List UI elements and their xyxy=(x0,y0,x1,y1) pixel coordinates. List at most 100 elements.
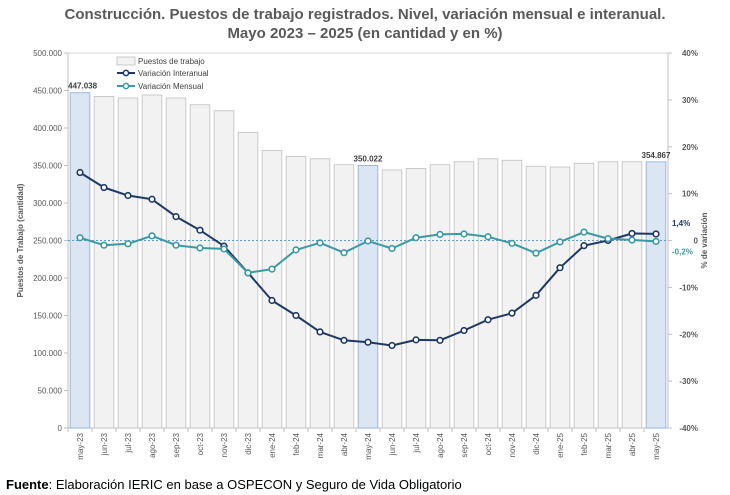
x-tick-label: dic-24 xyxy=(532,432,541,454)
x-tick-label: dic-23 xyxy=(244,432,253,454)
left-tick-label: 200.000 xyxy=(33,274,62,283)
bar-value-label: 447.038 xyxy=(68,82,97,91)
x-tick-label: sep-24 xyxy=(460,432,469,457)
left-tick-label: 450.000 xyxy=(33,87,62,96)
interanual-point xyxy=(364,338,372,346)
mensual-point xyxy=(364,237,372,245)
legend-mensual-label: Variación Mensual xyxy=(138,82,203,91)
x-tick-label: nov-24 xyxy=(508,432,517,457)
x-tick-label: feb-25 xyxy=(580,432,589,455)
bar xyxy=(141,94,163,429)
mensual-point xyxy=(580,228,588,236)
interanual-point xyxy=(124,191,132,200)
x-tick-label: ene-25 xyxy=(556,432,565,457)
chart-title-line-1: Construcción. Puestos de trabajo registr… xyxy=(64,6,666,23)
mensual-point xyxy=(388,244,396,253)
mensual-point xyxy=(292,246,300,254)
bar xyxy=(165,97,187,429)
bar xyxy=(429,164,451,429)
x-tick-label: jul-23 xyxy=(124,432,133,453)
x-tick-label: may-24 xyxy=(364,432,373,459)
mensual-point xyxy=(460,230,468,238)
left-tick-label: 100.000 xyxy=(33,349,62,358)
left-tick-label: 150.000 xyxy=(33,312,62,321)
bar xyxy=(213,110,235,429)
interanual-point xyxy=(652,230,660,238)
bar xyxy=(501,159,523,429)
left-tick-label: 300.000 xyxy=(33,199,62,208)
right-tick-label: 20% xyxy=(682,143,698,152)
bar xyxy=(69,92,91,429)
x-tick-label: sep-23 xyxy=(172,432,181,457)
right-axis-title: % de variación xyxy=(700,212,709,268)
bar xyxy=(645,161,667,429)
bar xyxy=(333,164,355,429)
mensual-point xyxy=(508,239,516,247)
x-tick-label: ago-23 xyxy=(148,432,157,457)
source-note: Fuente: Elaboración IERIC en base a OSPE… xyxy=(6,477,462,492)
legend-interanual-marker xyxy=(122,69,130,77)
mensual-point xyxy=(100,241,108,249)
mensual-end-label: -0,2% xyxy=(672,247,693,256)
left-axis-title: Puestos de Trabajo (cantidad) xyxy=(16,183,25,297)
x-tick-label: feb-24 xyxy=(292,432,301,455)
interanual-point xyxy=(268,296,276,305)
interanual-point xyxy=(316,328,324,336)
interanual-point xyxy=(148,195,156,203)
x-tick-label: mar-24 xyxy=(316,432,325,458)
bar xyxy=(405,168,427,429)
bar xyxy=(309,158,331,429)
mensual-point xyxy=(628,236,636,244)
interanual-point xyxy=(628,229,636,238)
x-tick-label: may-23 xyxy=(76,432,85,459)
mensual-point xyxy=(316,239,324,247)
interanual-point xyxy=(484,316,492,324)
bar xyxy=(549,166,571,429)
left-tick-label: 250.000 xyxy=(33,237,62,246)
bar-value-label: 354.867 xyxy=(642,151,671,160)
mensual-point xyxy=(172,241,180,249)
mensual-point xyxy=(556,238,564,246)
interanual-point xyxy=(460,326,468,335)
bar xyxy=(285,156,307,429)
source-label: Fuente xyxy=(6,477,49,492)
mensual-point xyxy=(484,233,492,241)
mensual-point xyxy=(340,249,348,257)
x-tick-label: ene-24 xyxy=(268,432,277,457)
right-tick-label: -20% xyxy=(679,330,698,339)
right-tick-label: -30% xyxy=(679,377,698,386)
mensual-point xyxy=(220,245,228,253)
x-tick-label: abr-24 xyxy=(340,432,349,456)
interanual-point xyxy=(580,242,588,250)
x-tick-label: nov-23 xyxy=(220,432,229,457)
left-tick-label: 350.000 xyxy=(33,162,62,171)
x-tick-label: oct-24 xyxy=(484,432,493,455)
mensual-point xyxy=(268,265,276,273)
right-tick-label: 40% xyxy=(682,49,698,58)
bar xyxy=(597,161,619,429)
source-text: : Elaboración IERIC en base a OSPECON y … xyxy=(48,477,462,492)
left-tick-label: 500.000 xyxy=(33,49,62,58)
bar xyxy=(381,169,403,429)
legend-bar-swatch xyxy=(116,56,136,66)
interanual-point xyxy=(340,336,348,344)
x-tick-label: ago-24 xyxy=(436,432,445,457)
left-tick-label: 0 xyxy=(58,424,63,433)
interanual-point xyxy=(388,341,396,350)
mensual-point xyxy=(412,234,420,242)
x-tick-label: jul-24 xyxy=(412,432,421,453)
bar xyxy=(573,162,595,429)
x-tick-label: abr-25 xyxy=(628,432,637,456)
bar xyxy=(93,96,115,429)
bar xyxy=(237,132,259,429)
mensual-point xyxy=(148,232,156,240)
interanual-point xyxy=(196,226,204,234)
mensual-point xyxy=(76,234,84,242)
mensual-point xyxy=(532,249,540,257)
mensual-point xyxy=(124,240,132,248)
mensual-point xyxy=(604,235,612,243)
interanual-point xyxy=(556,264,564,272)
bar xyxy=(357,165,379,429)
bar xyxy=(453,161,475,429)
